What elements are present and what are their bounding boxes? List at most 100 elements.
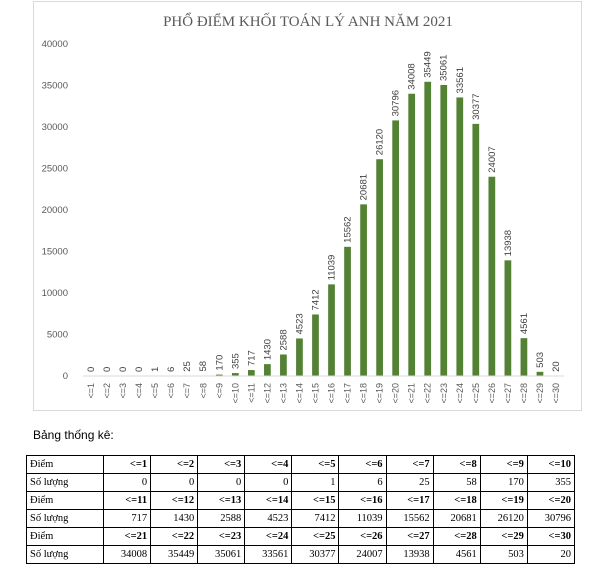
data-label: 15562: [343, 216, 354, 242]
score-cell: <=22: [150, 527, 199, 546]
row-label: Số lượng: [26, 473, 104, 492]
data-label: 34008: [407, 63, 418, 89]
count-cell: 35061: [197, 545, 246, 564]
data-label: 0: [134, 367, 145, 372]
count-cell: 0: [102, 473, 152, 492]
data-label: 24007: [487, 146, 498, 172]
x-tick-label: <=22: [423, 383, 433, 404]
x-tick-label: <=28: [519, 383, 529, 404]
y-tick-label: 0: [63, 371, 68, 382]
data-label: 20681: [359, 174, 370, 200]
data-label: 33561: [455, 67, 466, 93]
y-tick-label: 35000: [42, 81, 68, 92]
x-axis: <=1 <=2 <=3 <=4 <=5 <=6 <=7 <=8 <=9 <=10 <=11 <=12 <…: [83, 375, 564, 404]
count-cell: 30796: [526, 509, 576, 528]
data-label: 0: [86, 367, 97, 372]
score-cell: <=18: [432, 491, 481, 510]
score-cell: <=13: [197, 491, 246, 510]
y-tick-label: 25000: [42, 164, 68, 175]
x-tick-label: <=3: [118, 383, 128, 399]
x-tick-label: <=17: [343, 383, 353, 404]
bar: [360, 204, 367, 376]
score-cell: <=6: [338, 455, 387, 474]
bar: [231, 373, 239, 376]
bar: [520, 338, 528, 376]
x-tick-label: <=25: [471, 383, 481, 404]
score-cell: <=3: [197, 455, 246, 474]
stats-section-label: Bảng thống kê:: [33, 428, 114, 442]
count-cell: 2588: [197, 509, 246, 528]
data-label: 13938: [503, 230, 514, 256]
data-label: 503: [535, 352, 546, 368]
data-label: 0: [118, 367, 129, 372]
table-value-row: Số lượng 34008 35449 35061 33561 30377 24007 13…: [26, 545, 576, 564]
bar: [424, 81, 432, 376]
data-label: 1: [150, 367, 161, 372]
x-tick-label: <=23: [439, 383, 449, 404]
y-tick-label: 40000: [42, 39, 68, 50]
score-cell: <=14: [244, 491, 293, 510]
bar: [536, 371, 544, 376]
x-tick-label: <=8: [198, 383, 208, 399]
score-cell: <=12: [150, 491, 199, 510]
count-cell: 26120: [479, 509, 528, 528]
y-tick-label: 30000: [42, 122, 68, 133]
count-cell: 4523: [244, 509, 293, 528]
x-tick-label: <=29: [535, 383, 545, 404]
data-label: 58: [198, 361, 209, 372]
x-tick-label: <=9: [214, 383, 224, 399]
count-cell: 6: [338, 473, 387, 492]
x-tick-label: <=21: [407, 383, 417, 404]
count-cell: 0: [150, 473, 199, 492]
x-tick-label: <=2: [102, 383, 112, 399]
data-labels: 0 0 0 0 1 6 25 58 170 355 717 1430 25884523741211039…: [86, 51, 562, 372]
data-label: 355: [230, 353, 241, 369]
count-cell: 58: [432, 473, 481, 492]
y-tick-label: 10000: [42, 288, 68, 299]
bar: [344, 246, 351, 376]
data-label: 4523: [294, 313, 305, 334]
count-cell: 15562: [385, 509, 434, 528]
count-cell: 1430: [150, 509, 199, 528]
bar-series: [151, 81, 560, 377]
x-tick-label: <=4: [134, 383, 144, 399]
score-cell: <=23: [197, 527, 246, 546]
score-cell: <=29: [479, 527, 528, 546]
data-label: 11039: [327, 255, 338, 281]
x-tick-label: <=18: [359, 383, 369, 404]
data-label: 6: [166, 367, 177, 372]
x-tick-label: <=24: [455, 383, 465, 404]
count-cell: 1: [291, 473, 340, 492]
y-tick-label: 5000: [47, 330, 68, 341]
row-label: Số lượng: [26, 509, 104, 528]
data-label: 0: [102, 367, 113, 372]
count-cell: 13938: [385, 545, 434, 564]
bar: [456, 97, 464, 377]
count-cell: 33561: [244, 545, 293, 564]
table-header-row: Điểm <=1 <=2 <=3 <=4 <=5 <=6 <=7 <=8 <=9 <=10: [26, 455, 576, 474]
score-cell: <=8: [432, 455, 481, 474]
count-cell: 4561: [432, 545, 481, 564]
data-label: 26120: [375, 129, 386, 155]
row-label: Điểm: [26, 527, 104, 546]
count-cell: 717: [102, 509, 152, 528]
data-label: 4561: [519, 313, 530, 334]
score-cell: <=2: [150, 455, 199, 474]
x-tick-label: <=5: [150, 383, 160, 399]
x-tick-label: <=12: [262, 383, 272, 404]
data-label: 25: [182, 361, 193, 372]
score-cell: <=1: [102, 455, 152, 474]
bar: [440, 84, 448, 376]
count-cell: 0: [197, 473, 246, 492]
bar: [312, 314, 319, 376]
score-cell: <=10: [526, 455, 576, 474]
data-label: 1430: [262, 339, 273, 360]
x-tick-label: <=1: [86, 383, 96, 399]
x-tick-label: <=27: [503, 383, 513, 404]
data-label: 30377: [471, 93, 482, 119]
table-value-row: Số lượng 717 1430 2588 4523 7412 11039 15562 206…: [26, 509, 576, 528]
score-cell: <=19: [479, 491, 528, 510]
bar: [488, 176, 496, 376]
chart-title: PHỔ ĐIỂM KHỐI TOÁN LÝ ANH NĂM 2021: [163, 12, 453, 30]
score-cell: <=28: [432, 527, 481, 546]
